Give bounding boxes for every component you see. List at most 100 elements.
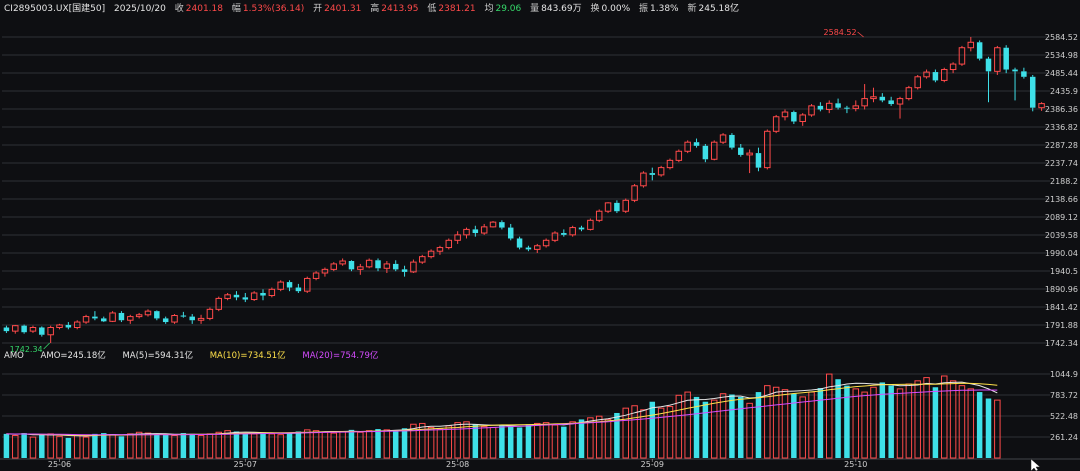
candle-body bbox=[525, 247, 532, 250]
candle-body bbox=[499, 222, 505, 228]
candle-body bbox=[896, 98, 904, 105]
volume-bar-up bbox=[330, 432, 338, 459]
volume-bar-down bbox=[348, 429, 355, 458]
candle-up bbox=[631, 183, 638, 203]
volume-bar-down bbox=[879, 382, 886, 458]
volume-bar-down bbox=[65, 437, 72, 458]
volume-bar-up bbox=[896, 388, 904, 459]
volume-bar-down bbox=[649, 401, 656, 458]
candle-body bbox=[675, 150, 683, 161]
candle-up bbox=[73, 320, 81, 330]
candle-body bbox=[516, 238, 523, 248]
candle-up bbox=[852, 100, 860, 112]
volume-bar-up bbox=[861, 391, 868, 459]
candle-body bbox=[693, 142, 700, 146]
ma10-value: MA(10)=734.51亿 bbox=[209, 351, 286, 361]
candle-body bbox=[799, 114, 806, 122]
volume-bar-up bbox=[73, 434, 81, 459]
volume-bar-down bbox=[844, 385, 850, 458]
volume-tick-label: 261.24 bbox=[1050, 433, 1078, 442]
candle-down bbox=[189, 314, 195, 324]
quote-date: 2025/10/20 bbox=[114, 4, 166, 14]
candle-down bbox=[507, 223, 514, 241]
candle-up bbox=[551, 231, 559, 243]
candle-up bbox=[47, 325, 54, 343]
candle-body bbox=[622, 199, 629, 212]
candle-down bbox=[180, 311, 187, 318]
candle-up bbox=[923, 69, 930, 79]
volume-bar-up bbox=[463, 421, 470, 459]
price-tick-label: 2584.52 bbox=[1045, 33, 1078, 42]
volume-bar-up bbox=[12, 434, 19, 459]
candle-body bbox=[268, 288, 276, 297]
volume-bar-down bbox=[233, 431, 240, 458]
candle-body bbox=[419, 256, 426, 263]
price-tick-label: 1990.04 bbox=[1045, 249, 1078, 258]
candle-down bbox=[561, 229, 567, 237]
candle-body bbox=[277, 281, 284, 290]
volume-bar-up bbox=[250, 433, 258, 459]
price-tick-label: 1890.96 bbox=[1045, 285, 1078, 294]
candle-up bbox=[445, 238, 453, 250]
candle-up bbox=[357, 263, 364, 275]
volume-tick-label: 1044.9 bbox=[1050, 370, 1078, 379]
ma20-value: MA(20)=754.79亿 bbox=[302, 351, 379, 361]
price-tick-label: 1742.34 bbox=[1045, 339, 1078, 348]
candle-body bbox=[551, 232, 559, 241]
candle-up bbox=[29, 325, 37, 333]
candle-down bbox=[472, 225, 479, 237]
candle-body bbox=[180, 315, 187, 317]
candle-body bbox=[958, 47, 966, 65]
candle-up bbox=[808, 104, 815, 117]
high-label: 高 bbox=[370, 4, 380, 14]
volume-bar-up bbox=[277, 434, 284, 459]
price-tick-label: 1791.88 bbox=[1045, 321, 1078, 330]
volume-bar-up bbox=[666, 406, 674, 459]
candle-down bbox=[614, 200, 620, 214]
volume-bar-up bbox=[534, 422, 541, 459]
volume-label: 量 bbox=[530, 4, 540, 14]
volume-bar-down bbox=[932, 387, 939, 458]
candle-body bbox=[401, 269, 408, 272]
candle-body bbox=[410, 261, 417, 273]
candle-body bbox=[879, 96, 886, 101]
candle-body bbox=[587, 219, 594, 230]
candle-body bbox=[365, 259, 373, 268]
candle-body bbox=[463, 228, 470, 236]
candle-body bbox=[65, 324, 72, 328]
candle-down bbox=[3, 325, 10, 333]
volume-bar-up bbox=[480, 426, 488, 459]
volume-bar-down bbox=[507, 425, 514, 458]
candle-body bbox=[154, 311, 160, 319]
candle-down bbox=[525, 245, 532, 252]
candles bbox=[3, 37, 1045, 343]
candle-up bbox=[321, 267, 329, 277]
volume-bar-down bbox=[693, 396, 700, 458]
volume-bar-down bbox=[118, 436, 125, 458]
candle-body bbox=[569, 227, 576, 236]
candle-body bbox=[242, 297, 249, 300]
candle-down bbox=[649, 167, 656, 181]
volume-bar-down bbox=[154, 433, 160, 458]
volume-bar-up bbox=[427, 426, 435, 459]
candle-up bbox=[383, 261, 391, 273]
candle-body bbox=[12, 325, 19, 332]
open-label: 开 bbox=[313, 4, 323, 14]
amo-value: AMO=245.18亿 bbox=[40, 351, 106, 361]
price-tick-label: 2336.82 bbox=[1045, 123, 1078, 132]
candle-body bbox=[542, 239, 550, 247]
candle-body bbox=[746, 152, 753, 156]
x-tick-label: 25-07 bbox=[234, 460, 257, 469]
candle-down bbox=[375, 258, 381, 272]
candle-body bbox=[861, 98, 868, 107]
volume-bar-down bbox=[561, 426, 567, 458]
volume-value: 843.69万 bbox=[541, 4, 582, 14]
candle-down bbox=[1021, 67, 1027, 79]
candle-down bbox=[348, 260, 355, 272]
candle-down bbox=[578, 225, 585, 232]
candle-up bbox=[905, 85, 913, 101]
volume-bar-down bbox=[92, 433, 98, 458]
change-value: 1.53%(36.14) bbox=[242, 4, 305, 14]
candle-down bbox=[21, 324, 27, 334]
